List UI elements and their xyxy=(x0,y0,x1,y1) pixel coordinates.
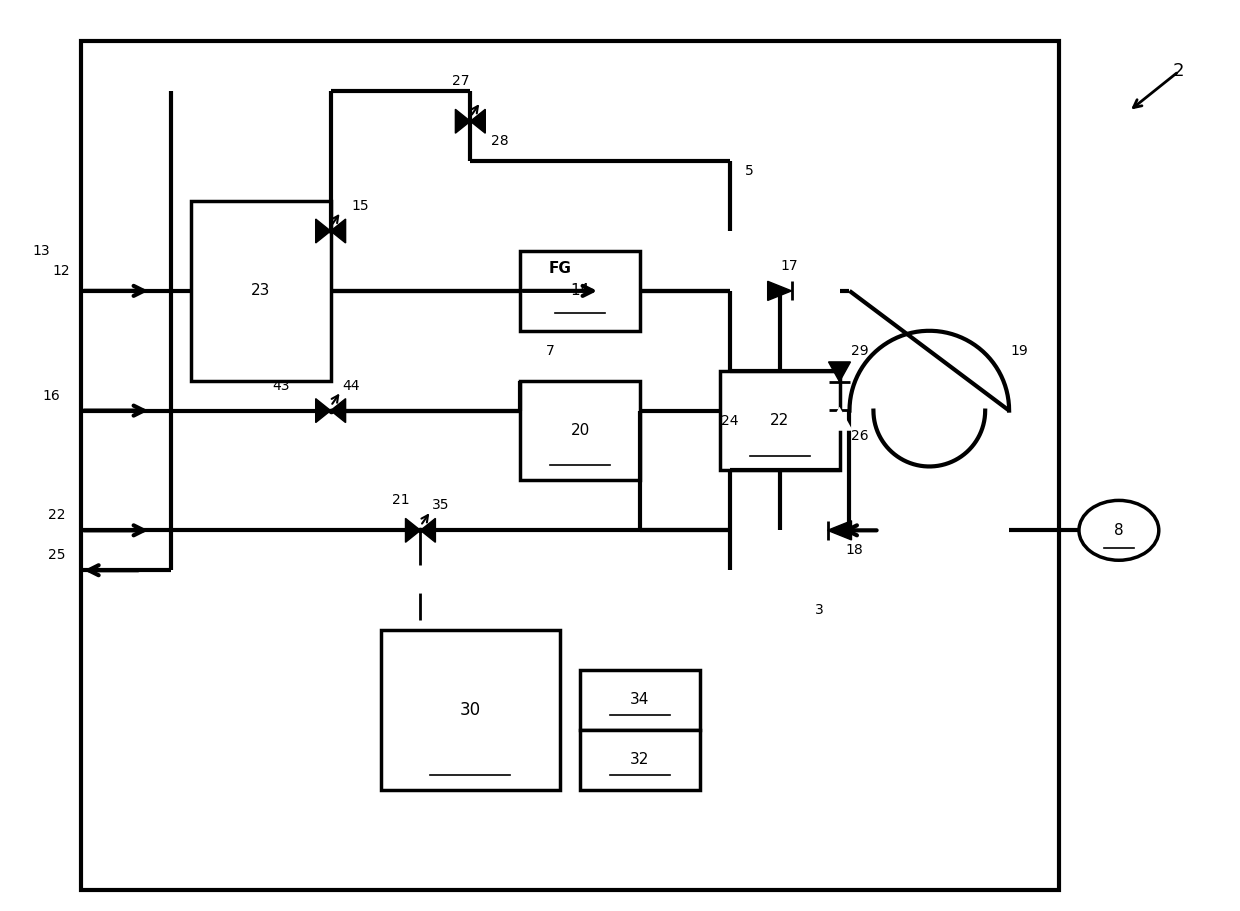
Bar xyxy=(719,391,999,590)
Polygon shape xyxy=(405,518,420,542)
Text: 19: 19 xyxy=(1011,343,1028,358)
Text: 3: 3 xyxy=(815,603,823,617)
Bar xyxy=(171,391,719,590)
Polygon shape xyxy=(420,518,435,542)
Text: 27: 27 xyxy=(451,75,469,88)
Bar xyxy=(719,371,839,470)
Text: 14: 14 xyxy=(570,283,590,299)
Text: 18: 18 xyxy=(846,543,863,558)
Text: 28: 28 xyxy=(491,134,510,148)
Ellipse shape xyxy=(1079,500,1159,560)
Text: 25: 25 xyxy=(47,548,64,562)
Polygon shape xyxy=(455,109,470,133)
Circle shape xyxy=(408,568,433,592)
Polygon shape xyxy=(470,109,485,133)
Text: 20: 20 xyxy=(570,423,590,438)
Text: 30: 30 xyxy=(460,701,481,719)
Text: 32: 32 xyxy=(630,752,650,767)
Bar xyxy=(171,590,719,810)
Text: 16: 16 xyxy=(42,389,61,403)
Text: 2: 2 xyxy=(1173,62,1184,80)
Text: 7: 7 xyxy=(546,343,554,358)
Text: 12: 12 xyxy=(52,264,71,278)
Bar xyxy=(381,630,560,790)
Bar xyxy=(580,730,699,790)
Polygon shape xyxy=(316,219,331,243)
Text: 21: 21 xyxy=(392,494,409,507)
Text: 44: 44 xyxy=(342,379,360,393)
Text: 5: 5 xyxy=(745,164,754,179)
Text: 15: 15 xyxy=(352,200,370,213)
Bar xyxy=(171,91,990,391)
Text: 22: 22 xyxy=(47,508,64,522)
Text: 35: 35 xyxy=(432,498,449,512)
Polygon shape xyxy=(827,521,852,540)
Polygon shape xyxy=(331,399,346,423)
Text: 24: 24 xyxy=(720,414,739,427)
Text: 23: 23 xyxy=(252,283,270,299)
Text: 43: 43 xyxy=(272,379,289,393)
Bar xyxy=(521,251,640,331)
Text: 17: 17 xyxy=(781,259,799,273)
Bar xyxy=(521,381,640,480)
Text: 34: 34 xyxy=(630,692,650,708)
Text: 13: 13 xyxy=(32,244,50,258)
Text: 8: 8 xyxy=(1114,523,1123,537)
Polygon shape xyxy=(316,399,331,423)
Text: 29: 29 xyxy=(851,343,868,358)
Bar xyxy=(191,201,331,381)
Text: 26: 26 xyxy=(851,428,868,443)
Bar xyxy=(580,670,699,730)
Text: 22: 22 xyxy=(770,413,790,428)
Polygon shape xyxy=(828,362,851,382)
Bar xyxy=(81,41,1059,889)
Polygon shape xyxy=(331,219,346,243)
Polygon shape xyxy=(768,281,791,301)
Text: FG: FG xyxy=(548,261,572,276)
Polygon shape xyxy=(828,410,851,429)
